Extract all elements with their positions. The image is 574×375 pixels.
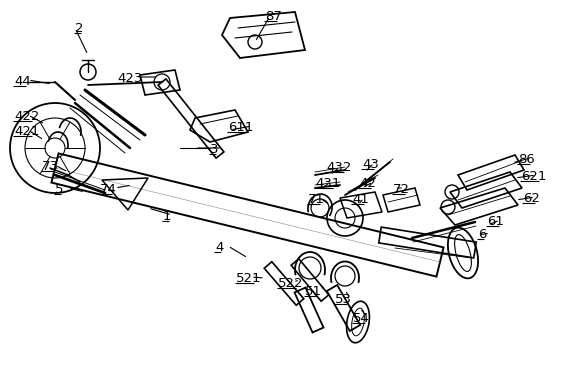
Text: 522: 522: [278, 277, 304, 290]
Text: 73: 73: [42, 160, 59, 173]
Text: 431: 431: [315, 177, 340, 190]
Text: 41: 41: [352, 193, 369, 206]
Text: 74: 74: [100, 183, 117, 196]
Text: 432: 432: [326, 161, 351, 174]
Text: 72: 72: [393, 183, 410, 196]
Text: 4: 4: [215, 241, 223, 254]
Text: 62: 62: [523, 192, 540, 205]
Text: 54: 54: [353, 312, 370, 325]
Text: 44: 44: [14, 75, 31, 88]
Text: 2: 2: [75, 22, 83, 35]
Text: 43: 43: [362, 158, 379, 171]
Text: 621: 621: [521, 170, 546, 183]
Text: 86: 86: [518, 153, 535, 166]
Text: 42: 42: [359, 177, 376, 190]
Text: 521: 521: [236, 272, 262, 285]
Text: 421: 421: [14, 125, 40, 138]
Text: 611: 611: [228, 121, 253, 134]
Text: 5: 5: [55, 183, 64, 196]
Text: 422: 422: [14, 110, 40, 123]
Text: 1: 1: [163, 210, 172, 223]
Text: 3: 3: [210, 143, 219, 156]
Text: 71: 71: [308, 193, 325, 206]
Text: 61: 61: [487, 215, 504, 228]
Text: 423: 423: [117, 72, 142, 85]
Text: 53: 53: [335, 293, 352, 306]
Text: 87: 87: [265, 10, 282, 23]
Text: 51: 51: [305, 285, 322, 298]
Text: 6: 6: [478, 228, 486, 241]
